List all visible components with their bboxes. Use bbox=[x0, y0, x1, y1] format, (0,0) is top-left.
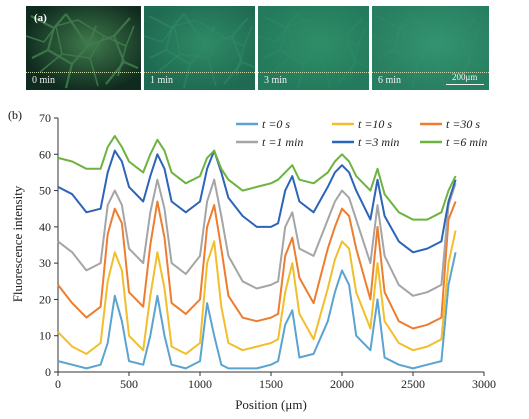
vein-path bbox=[372, 19, 481, 87]
y-tick-label: 40 bbox=[39, 220, 51, 234]
micrograph-frame: 3 min bbox=[258, 6, 369, 90]
chart-series bbox=[57, 135, 457, 370]
frame-time-label: 0 min bbox=[32, 75, 56, 86]
profile-line bbox=[26, 72, 141, 73]
y-tick-label: 0 bbox=[45, 365, 51, 379]
x-tick-label: 2500 bbox=[401, 377, 425, 391]
y-tick-label: 20 bbox=[39, 292, 51, 306]
y-tick-label: 30 bbox=[39, 256, 51, 270]
profile-line bbox=[372, 72, 489, 73]
frame-time-label: 6 min bbox=[378, 75, 402, 86]
series-line bbox=[57, 252, 457, 370]
profile-line bbox=[258, 72, 369, 73]
micrograph-background bbox=[26, 6, 141, 90]
panel-a-micrographs: 0 min 1 min 3 min 6 min (a) 200μm bbox=[0, 0, 529, 100]
micrograph-background bbox=[372, 6, 489, 90]
legend-label: t =10 s bbox=[358, 117, 392, 131]
series-line bbox=[57, 230, 457, 355]
y-tick-label: 50 bbox=[39, 184, 51, 198]
series-line bbox=[57, 135, 457, 221]
x-tick-label: 0 bbox=[55, 377, 61, 391]
frame-time-label: 1 min bbox=[150, 75, 174, 86]
vein-network bbox=[26, 13, 139, 89]
panel-a-label: (a) bbox=[34, 12, 47, 24]
legend-label: t =30 s bbox=[446, 117, 480, 131]
legend-label: t =0 s bbox=[262, 117, 290, 131]
vein-network bbox=[372, 13, 485, 89]
vein-path bbox=[258, 19, 367, 87]
y-tick-label: 10 bbox=[39, 329, 51, 343]
legend-label: t =6 min bbox=[446, 135, 487, 149]
vein-path bbox=[376, 13, 485, 89]
vein-path bbox=[262, 13, 369, 89]
y-tick-label: 60 bbox=[39, 147, 51, 161]
vein-path bbox=[26, 19, 135, 87]
legend-label: t =1 min bbox=[262, 135, 303, 149]
profile-line bbox=[144, 72, 255, 73]
series-line bbox=[57, 149, 457, 254]
panel-b-label: (b) bbox=[8, 108, 22, 122]
series-line bbox=[57, 178, 457, 297]
micrograph-frame: 6 min bbox=[372, 6, 489, 90]
frame-time-label: 3 min bbox=[264, 75, 288, 86]
chart-axes: 0 500 1000 1500 2000 2500 3000 0 10 20 30 40 50 60 70 bbox=[39, 111, 496, 391]
x-tick-label: 3000 bbox=[472, 377, 496, 391]
x-tick-label: 1000 bbox=[188, 377, 212, 391]
x-tick-label: 2000 bbox=[330, 377, 354, 391]
micrograph-frame: 1 min bbox=[144, 6, 255, 90]
scale-bar-label: 200μm bbox=[452, 72, 478, 82]
y-axis-label: Fluorescence intensity bbox=[10, 185, 25, 302]
chart-legend: t =0 s t =10 s t =30 s t =1 min t =3 min t =6… bbox=[236, 117, 487, 149]
vein-network bbox=[144, 13, 255, 89]
legend-label: t =3 min bbox=[358, 135, 399, 149]
micrograph-frame: 0 min bbox=[26, 6, 141, 90]
x-axis-label: Position (μm) bbox=[235, 397, 307, 412]
micrograph-background bbox=[258, 6, 369, 90]
series-line bbox=[57, 200, 457, 330]
vein-network bbox=[258, 13, 369, 89]
y-tick-label: 70 bbox=[39, 111, 51, 125]
x-tick-label: 1500 bbox=[259, 377, 283, 391]
vein-path bbox=[144, 19, 253, 87]
scale-bar bbox=[446, 84, 484, 85]
x-tick-label: 500 bbox=[120, 377, 138, 391]
